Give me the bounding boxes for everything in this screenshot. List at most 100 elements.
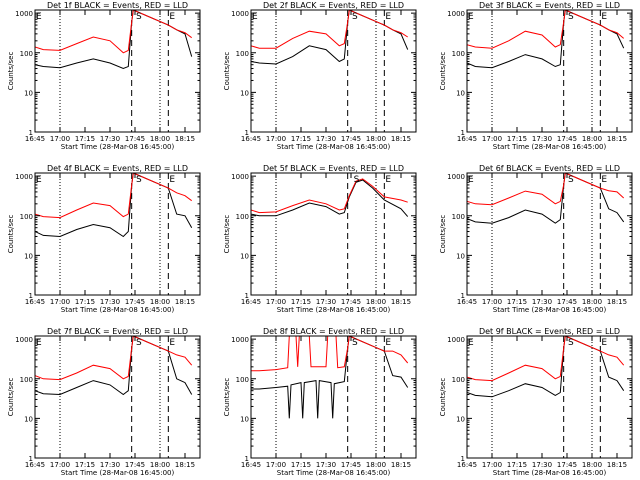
x-tick-label: 17:45 xyxy=(125,461,145,469)
x-tick-label: 18:00 xyxy=(150,298,170,306)
plot-frame xyxy=(250,172,417,296)
marker-label: E xyxy=(169,12,175,22)
x-tick-label: 17:30 xyxy=(316,135,336,143)
x-tick-label: 18:15 xyxy=(175,461,195,469)
x-axis-label: Start Time (28-Mar-08 16:45:00) xyxy=(61,143,175,151)
y-tick-label: 100 xyxy=(236,376,249,384)
marker-label: E xyxy=(468,175,474,185)
x-tick-label: 17:30 xyxy=(532,298,552,306)
y-axis-label: Counts/sec xyxy=(439,52,447,91)
x-tick-label: 17:00 xyxy=(50,461,70,469)
x-tick-label: 17:30 xyxy=(100,135,120,143)
x-tick-label: 17:15 xyxy=(291,461,311,469)
y-tick-label: 1000 xyxy=(231,173,249,181)
panel-det-8: Det 8f BLACK = Events, RED = LLD 16:45 17:… xyxy=(223,327,417,477)
panel-title: Det 9f BLACK = Events, RED = LLD xyxy=(479,327,620,336)
x-tick-label: 16:45 xyxy=(457,461,477,469)
panel-det-6: Det 6f BLACK = Events, RED = LLD 16:45 17:… xyxy=(439,164,633,314)
x-tick-label: 18:15 xyxy=(175,298,195,306)
series-events xyxy=(35,10,193,70)
marker-label: E xyxy=(468,338,474,348)
x-tick-label: 17:30 xyxy=(532,461,552,469)
panel-det-2: Det 2f BLACK = Events, RED = LLD 16:45 17:… xyxy=(223,1,417,151)
y-tick-label: 100 xyxy=(236,50,249,58)
x-tick-label: 16:45 xyxy=(25,298,45,306)
marker-label: E xyxy=(169,338,175,348)
x-tick-label: 17:45 xyxy=(341,298,361,306)
y-tick-label: 10 xyxy=(456,252,465,260)
x-axis-label: Start Time (28-Mar-08 16:45:00) xyxy=(277,306,391,314)
y-tick-label: 10 xyxy=(240,89,249,97)
y-tick-label: 100 xyxy=(20,50,33,58)
y-tick-label: 1000 xyxy=(15,10,33,18)
series-events xyxy=(251,179,409,217)
x-tick-label: 17:45 xyxy=(341,135,361,143)
series-lld xyxy=(251,336,409,372)
x-tick-label: 17:15 xyxy=(291,135,311,143)
x-tick-label: 17:00 xyxy=(50,135,70,143)
y-tick-label: 1 xyxy=(245,292,249,300)
series-lld xyxy=(251,178,408,214)
x-tick-label: 17:15 xyxy=(75,135,95,143)
marker-label: S xyxy=(136,338,142,348)
plot-frame xyxy=(250,335,417,459)
marker-label: S xyxy=(352,12,358,22)
y-tick-label: 1 xyxy=(461,129,465,137)
x-tick-label: 16:45 xyxy=(25,135,45,143)
panel-det-4: Det 4f BLACK = Events, RED = LLD 16:45 17:… xyxy=(7,164,201,314)
x-tick-label: 17:00 xyxy=(266,135,286,143)
y-tick-label: 1000 xyxy=(447,336,465,344)
x-tick-label: 18:15 xyxy=(391,461,411,469)
series-events xyxy=(35,173,193,238)
x-tick-label: 16:45 xyxy=(457,298,477,306)
marker-label: S xyxy=(354,175,360,185)
y-axis-label: Counts/sec xyxy=(7,215,15,254)
y-axis-label: Counts/sec xyxy=(223,215,231,254)
x-tick-label: 17:00 xyxy=(266,298,286,306)
marker-label: E xyxy=(601,175,607,185)
y-tick-label: 1 xyxy=(245,129,249,137)
x-tick-label: 17:45 xyxy=(125,298,145,306)
series-lld xyxy=(251,10,408,49)
marker-label: E xyxy=(385,338,391,348)
panel-title: Det 5f BLACK = Events, RED = LLD xyxy=(263,164,404,173)
x-axis-label: Start Time (28-Mar-08 16:45:00) xyxy=(277,143,391,151)
x-tick-label: 17:30 xyxy=(100,298,120,306)
x-tick-label: 17:15 xyxy=(507,135,527,143)
x-tick-label: 17:15 xyxy=(507,461,527,469)
x-tick-label: 17:30 xyxy=(316,461,336,469)
x-axis-label: Start Time (28-Mar-08 16:45:00) xyxy=(493,469,607,477)
y-tick-label: 1 xyxy=(29,455,33,463)
series-lld xyxy=(467,10,625,49)
marker-label: S xyxy=(568,12,574,22)
marker-label: E xyxy=(468,12,474,22)
x-tick-label: 17:45 xyxy=(557,298,577,306)
y-tick-label: 10 xyxy=(240,252,249,260)
plot-frame xyxy=(34,9,201,133)
y-tick-label: 100 xyxy=(20,213,33,221)
y-tick-label: 100 xyxy=(452,213,465,221)
x-tick-label: 17:15 xyxy=(75,298,95,306)
x-axis-label: Start Time (28-Mar-08 16:45:00) xyxy=(61,469,175,477)
x-tick-label: 18:00 xyxy=(582,298,602,306)
x-tick-label: 18:00 xyxy=(366,298,386,306)
x-tick-label: 18:15 xyxy=(175,135,195,143)
x-tick-label: 18:15 xyxy=(607,135,627,143)
x-tick-label: 18:00 xyxy=(366,461,386,469)
marker-label: S xyxy=(136,175,142,185)
series-lld xyxy=(35,173,192,219)
panel-det-7: Det 7f BLACK = Events, RED = LLD 16:45 17:… xyxy=(7,327,201,477)
x-tick-label: 18:15 xyxy=(391,135,411,143)
y-tick-label: 1 xyxy=(29,292,33,300)
series-lld xyxy=(35,336,193,381)
marker-label: E xyxy=(601,12,607,22)
x-tick-label: 18:15 xyxy=(607,461,627,469)
series-events xyxy=(467,173,625,224)
marker-label: S xyxy=(568,338,574,348)
series-events xyxy=(467,336,625,398)
x-tick-label: 18:00 xyxy=(582,135,602,143)
x-tick-label: 18:00 xyxy=(150,461,170,469)
x-axis-label: Start Time (28-Mar-08 16:45:00) xyxy=(277,469,391,477)
y-tick-label: 1000 xyxy=(231,10,249,18)
